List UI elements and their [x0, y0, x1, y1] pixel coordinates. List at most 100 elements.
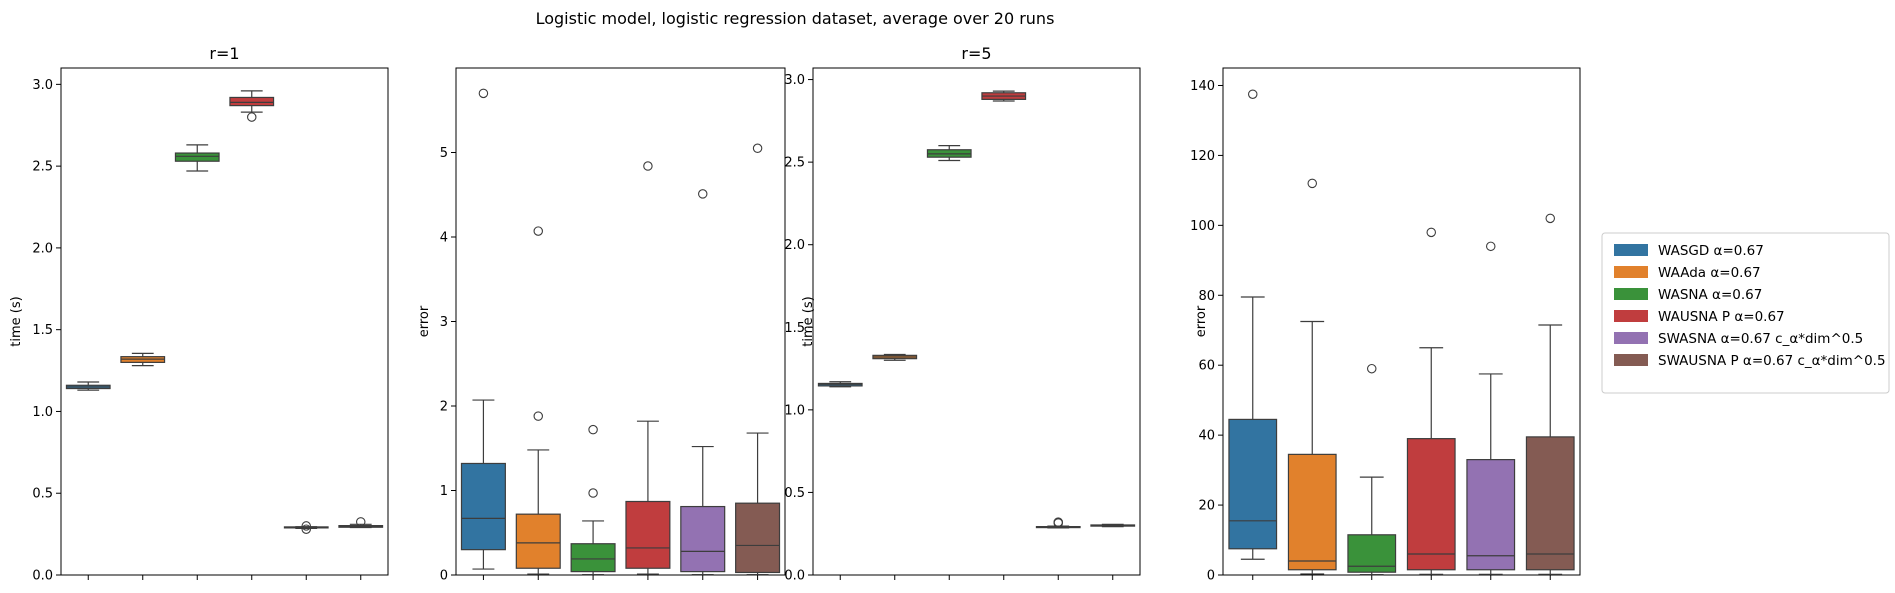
box-1	[817, 381, 863, 580]
box-3	[570, 424, 616, 580]
legend-label: SWAUSNA P α=0.67 c_α*dim^0.5	[1658, 353, 1886, 369]
box-2	[1287, 178, 1337, 580]
outlier-point	[247, 112, 257, 122]
y-tick-label: 0	[440, 569, 448, 584]
legend-swatch	[1614, 310, 1648, 322]
legend-frame	[1601, 232, 1890, 394]
y-tick-label: 1.0	[784, 403, 805, 418]
plot-frame	[812, 67, 1141, 576]
outlier-point	[697, 189, 708, 199]
box-6	[1090, 523, 1136, 580]
box-body	[229, 96, 275, 107]
box-5	[680, 189, 726, 580]
y-tick-label: 0.5	[32, 487, 53, 502]
box-3	[174, 144, 220, 580]
y-tick-label: 120	[1190, 149, 1215, 164]
y-tick-label: 2	[440, 400, 448, 415]
y-tick-label: 1.5	[784, 321, 805, 336]
legend-label: WASGD α=0.67	[1658, 243, 1764, 259]
box-body	[1406, 438, 1456, 571]
outlier-point	[301, 521, 311, 531]
y-tick-label: 4	[440, 231, 448, 246]
outlier-point	[643, 161, 653, 171]
box-3	[1347, 363, 1397, 580]
subplot-3: r=5 time (s) 0.0 0.5 1.0 1.5 2.0 2.5 3.0	[784, 44, 1141, 584]
box-body	[1287, 453, 1337, 571]
box-body	[625, 500, 671, 569]
outlier-point	[1307, 178, 1318, 189]
box-6	[338, 517, 384, 580]
outlier-point	[1248, 89, 1258, 99]
outlier-point	[533, 226, 543, 236]
box-body	[680, 505, 726, 573]
box-body	[460, 462, 506, 551]
y-tick-label: 1.0	[32, 405, 53, 420]
plot-frame	[60, 67, 389, 576]
box-4	[625, 161, 671, 580]
box-body	[1228, 418, 1278, 550]
outlier-point	[1053, 518, 1064, 528]
legend-entry-4: WAUSNA P α=0.67	[1614, 309, 1785, 325]
box-5	[283, 521, 329, 580]
box-5	[1035, 517, 1081, 580]
box-6	[735, 143, 781, 580]
y-tick-label: 80	[1198, 289, 1215, 304]
outlier-point	[588, 488, 598, 498]
legend-swatch	[1614, 266, 1648, 278]
box-6	[1525, 213, 1575, 580]
box-body	[515, 513, 561, 569]
y-tick-label: 60	[1198, 359, 1215, 374]
y-tick-label: 1	[440, 484, 448, 499]
outlier-point	[301, 524, 311, 534]
y-tick-label: 0.5	[784, 486, 805, 501]
outlier-point	[478, 88, 489, 99]
y-tick-label: 2.0	[784, 238, 805, 253]
legend-entry-1: WASGD α=0.67	[1614, 243, 1764, 259]
legend-entry-6: SWAUSNA P α=0.67 c_α*dim^0.5	[1614, 353, 1886, 369]
subplot-title: r=5	[961, 44, 991, 63]
subplot-2: error 0 1 2 3 4 5	[417, 67, 786, 584]
y-axis-label: time (s)	[9, 296, 24, 346]
box-body	[174, 152, 220, 162]
outlier-point	[1545, 213, 1556, 224]
y-tick-label: 0	[1207, 569, 1215, 584]
box-1	[65, 381, 111, 580]
box-3	[926, 145, 972, 580]
outlier-point	[355, 517, 366, 527]
legend: WASGD α=0.67 WAAda α=0.67 WASNA α=0.67 WAUS…	[1601, 232, 1890, 394]
figure-suptitle: Logistic model, logistic regression data…	[536, 9, 1055, 28]
box-body	[735, 502, 781, 574]
box-2	[515, 226, 561, 580]
y-tick-label: 3	[440, 315, 448, 330]
legend-swatch	[1614, 288, 1648, 300]
legend-entry-5: SWASNA α=0.67 c_α*dim^0.5	[1614, 331, 1863, 347]
y-axis-label: error	[417, 305, 432, 337]
box-body	[570, 543, 616, 573]
y-axis-label: error	[1194, 305, 1209, 337]
legend-swatch	[1614, 244, 1648, 256]
legend-label: SWASNA α=0.67 c_α*dim^0.5	[1658, 331, 1863, 347]
plot-frame	[1222, 67, 1581, 576]
outlier-point	[1486, 241, 1496, 252]
subplot-title: r=1	[209, 44, 239, 63]
y-tick-label: 5	[440, 146, 448, 161]
y-tick-label: 40	[1198, 429, 1215, 444]
y-tick-label: 2.5	[784, 156, 805, 171]
y-tick-label: 2.0	[32, 241, 53, 256]
box-1	[460, 88, 506, 580]
box-5	[1466, 241, 1516, 580]
box-1	[1228, 89, 1278, 580]
y-tick-label: 140	[1190, 79, 1215, 94]
legend-label: WASNA α=0.67	[1658, 287, 1762, 303]
subplot-4: error 0 20 40 60 80 100 120 140	[1190, 67, 1581, 584]
legend-swatch	[1614, 354, 1648, 366]
legend-entry-2: WAAda α=0.67	[1614, 265, 1761, 281]
y-tick-label: 2.5	[32, 160, 53, 175]
y-tick-label: 1.5	[32, 323, 53, 338]
box-2	[872, 353, 918, 580]
legend-swatch	[1614, 332, 1648, 344]
outlier-point	[752, 143, 763, 154]
legend-entry-3: WASNA α=0.67	[1614, 287, 1762, 303]
